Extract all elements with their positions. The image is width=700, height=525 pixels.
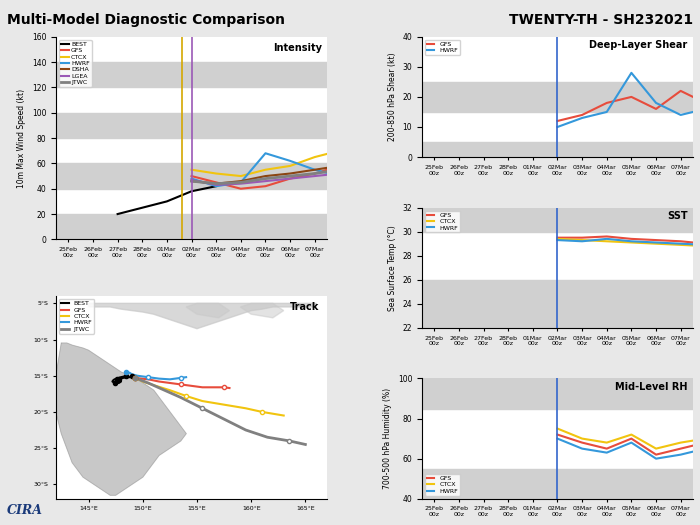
- Text: SST: SST: [667, 211, 687, 221]
- Legend: BEST, GFS, CTCX, HWRF, JTWC: BEST, GFS, CTCX, HWRF, JTWC: [59, 299, 94, 333]
- Text: TWENTY-TH - SH232021: TWENTY-TH - SH232021: [509, 13, 693, 27]
- Legend: GFS, CTCX, HWRF: GFS, CTCX, HWRF: [425, 474, 460, 496]
- Text: Intensity: Intensity: [272, 43, 321, 53]
- Bar: [56, 62, 327, 87]
- Polygon shape: [240, 303, 284, 318]
- Y-axis label: 200-850 hPa Shear (kt): 200-850 hPa Shear (kt): [388, 52, 397, 141]
- Polygon shape: [56, 343, 186, 495]
- Text: Mid-Level RH: Mid-Level RH: [615, 382, 687, 392]
- Y-axis label: 700-500 hPa Humidity (%): 700-500 hPa Humidity (%): [383, 388, 392, 489]
- Legend: GFS, CTCX, HWRF: GFS, CTCX, HWRF: [425, 211, 460, 233]
- Text: Multi-Model Diagnostic Comparison: Multi-Model Diagnostic Comparison: [7, 13, 285, 27]
- Y-axis label: Sea Surface Temp (°C): Sea Surface Temp (°C): [388, 225, 397, 311]
- Y-axis label: 10m Max Wind Speed (kt): 10m Max Wind Speed (kt): [18, 89, 26, 187]
- Text: Track: Track: [290, 302, 319, 312]
- Polygon shape: [186, 303, 230, 318]
- Bar: [422, 142, 693, 157]
- Polygon shape: [88, 303, 316, 329]
- Bar: [422, 280, 693, 328]
- Bar: [422, 207, 693, 232]
- Bar: [422, 379, 693, 408]
- Text: CIRA: CIRA: [7, 504, 43, 517]
- Bar: [422, 469, 693, 499]
- Legend: BEST, GFS, CTCX, HWRF, DSHA, LGEA, JTWC: BEST, GFS, CTCX, HWRF, DSHA, LGEA, JTWC: [59, 40, 92, 87]
- Bar: [56, 163, 327, 188]
- Legend: GFS, HWRF: GFS, HWRF: [425, 40, 460, 55]
- Bar: [56, 113, 327, 138]
- Text: Deep-Layer Shear: Deep-Layer Shear: [589, 40, 687, 50]
- Bar: [422, 82, 693, 112]
- Bar: [56, 214, 327, 239]
